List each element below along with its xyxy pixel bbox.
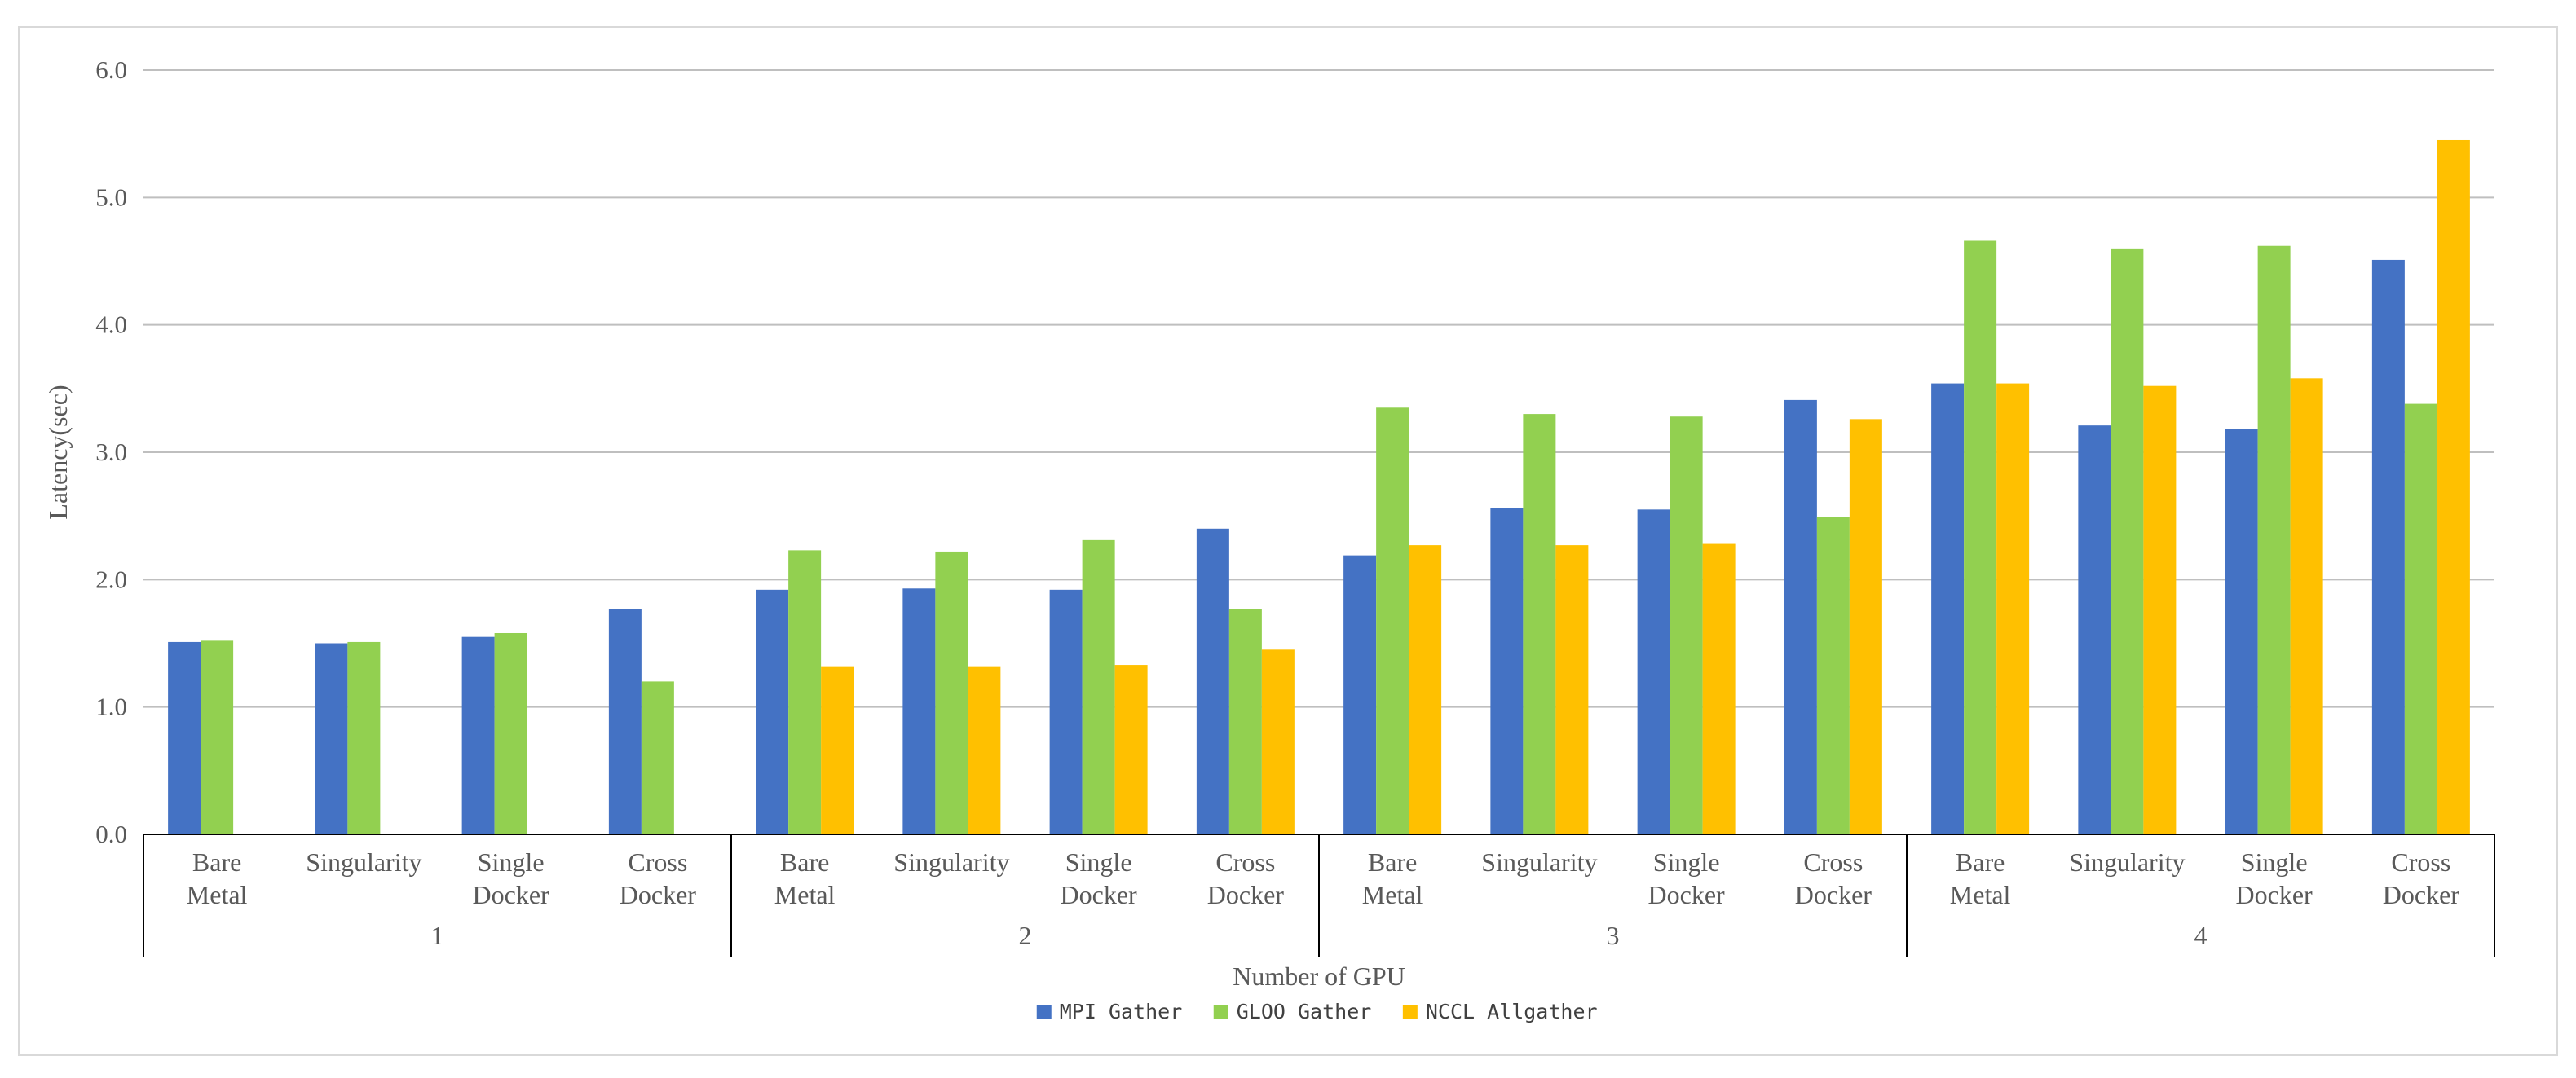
bar-nccl-allgather bbox=[1555, 545, 1589, 834]
y-tick-label: 6.0 bbox=[95, 55, 127, 84]
category-label: Cross Docker bbox=[620, 847, 697, 909]
legend: MPI_Gather GLOO_Gather NCCL_Allgather bbox=[1036, 1000, 1598, 1023]
category-label: Bare Metal bbox=[187, 847, 248, 909]
bar-nccl-allgather bbox=[1702, 543, 1736, 834]
bar-gloo-gather bbox=[1082, 539, 1115, 834]
legend-label: NCCL_Allgather bbox=[1426, 1000, 1598, 1023]
bar-mpi-gather bbox=[1343, 555, 1377, 834]
axes bbox=[143, 834, 2495, 957]
bars bbox=[168, 139, 2470, 835]
y-axis-title: Latency(sec) bbox=[43, 385, 73, 519]
bar-nccl-allgather bbox=[821, 666, 854, 834]
bar-gloo-gather bbox=[1816, 517, 1850, 834]
category-label: Bare Metal bbox=[1362, 847, 1423, 909]
legend-label: GLOO_Gather bbox=[1237, 1000, 1372, 1023]
bar-mpi-gather bbox=[168, 641, 201, 834]
y-tick-label: 0.0 bbox=[95, 820, 127, 848]
category-labels: Bare Metal Singularity Single Docker Cross Doc… bbox=[187, 847, 2460, 950]
chart-svg: 0.0 1.0 2.0 3.0 4.0 5.0 6.0 Bare Metal Singulari… bbox=[43, 55, 2495, 1023]
bar-gloo-gather bbox=[935, 551, 968, 834]
bar-gloo-gather bbox=[1670, 416, 1703, 834]
category-label: Singularity bbox=[2069, 847, 2185, 877]
bar-gloo-gather bbox=[2111, 248, 2144, 834]
bar-nccl-allgather bbox=[1849, 419, 1882, 834]
chart-frame: 0.0 1.0 2.0 3.0 4.0 5.0 6.0 Bare Metal Singulari… bbox=[18, 26, 2558, 1056]
bar-gloo-gather bbox=[1228, 609, 1262, 834]
group-label: 3 bbox=[1607, 921, 1620, 950]
bar-mpi-gather bbox=[1637, 509, 1670, 834]
y-tick-label: 5.0 bbox=[95, 183, 127, 211]
bar-mpi-gather bbox=[2225, 429, 2258, 834]
bar-nccl-allgather bbox=[2143, 385, 2177, 834]
bar-nccl-allgather bbox=[968, 666, 1001, 834]
bar-mpi-gather bbox=[902, 588, 936, 834]
y-tick-label: 1.0 bbox=[95, 693, 127, 721]
bar-gloo-gather bbox=[1376, 407, 1409, 834]
bar-nccl-allgather bbox=[2290, 378, 2323, 834]
legend-swatch bbox=[1036, 1005, 1052, 1019]
bar-mpi-gather bbox=[315, 643, 348, 834]
x-axis-title: Number of GPU bbox=[1233, 961, 1405, 991]
bar-mpi-gather bbox=[1049, 589, 1083, 834]
category-label: Single Docker bbox=[1061, 847, 1138, 909]
category-label: Single Docker bbox=[2236, 847, 2314, 909]
bar-mpi-gather bbox=[1784, 399, 1817, 834]
bar-gloo-gather bbox=[788, 550, 822, 834]
y-tick-labels: 0.0 1.0 2.0 3.0 4.0 5.0 6.0 bbox=[95, 55, 127, 848]
category-label: Bare Metal bbox=[1950, 847, 2011, 909]
bar-gloo-gather bbox=[1964, 240, 1997, 834]
bar-gloo-gather bbox=[641, 681, 674, 834]
bar-mpi-gather bbox=[756, 589, 789, 834]
category-label: Bare Metal bbox=[774, 847, 836, 909]
bar-nccl-allgather bbox=[1409, 545, 1442, 834]
bar-mpi-gather bbox=[2078, 425, 2111, 834]
bar-mpi-gather bbox=[1196, 528, 1229, 834]
legend-label: MPI_Gather bbox=[1060, 1000, 1183, 1023]
legend-item: NCCL_Allgather bbox=[1402, 1000, 1598, 1023]
category-label: Single Docker bbox=[473, 847, 550, 909]
bar-gloo-gather bbox=[1523, 414, 1556, 835]
bar-nccl-allgather bbox=[1114, 665, 1148, 834]
legend-swatch bbox=[1213, 1005, 1228, 1019]
bar-nccl-allgather bbox=[1996, 383, 2030, 835]
category-label: Singularity bbox=[306, 847, 421, 877]
bar-gloo-gather bbox=[2404, 403, 2437, 834]
bar-mpi-gather bbox=[2371, 259, 2405, 835]
y-tick-label: 3.0 bbox=[95, 438, 127, 466]
category-label: Singularity bbox=[893, 847, 1009, 877]
category-label: Cross Docker bbox=[2383, 847, 2460, 909]
bar-gloo-gather bbox=[347, 641, 381, 834]
bar-nccl-allgather bbox=[2437, 139, 2470, 834]
category-label: Singularity bbox=[1481, 847, 1597, 877]
group-label: 2 bbox=[1019, 921, 1032, 950]
bar-gloo-gather bbox=[201, 640, 234, 834]
bar-mpi-gather bbox=[461, 636, 495, 834]
legend-swatch bbox=[1402, 1005, 1418, 1019]
group-label: 4 bbox=[2194, 921, 2208, 950]
category-label: Cross Docker bbox=[1795, 847, 1872, 909]
bar-gloo-gather bbox=[2257, 245, 2291, 834]
bar-nccl-allgather bbox=[1261, 649, 1295, 834]
category-label: Single Docker bbox=[1648, 847, 1726, 909]
bar-mpi-gather bbox=[608, 609, 642, 834]
y-tick-label: 4.0 bbox=[95, 310, 127, 339]
bar-mpi-gather bbox=[1931, 383, 1965, 835]
y-tick-label: 2.0 bbox=[95, 565, 127, 593]
bar-gloo-gather bbox=[494, 632, 527, 834]
group-label: 1 bbox=[431, 921, 444, 950]
legend-item: GLOO_Gather bbox=[1213, 1000, 1372, 1023]
bar-mpi-gather bbox=[1490, 508, 1524, 834]
legend-item: MPI_Gather bbox=[1036, 1000, 1183, 1023]
category-label: Cross Docker bbox=[1207, 847, 1285, 909]
